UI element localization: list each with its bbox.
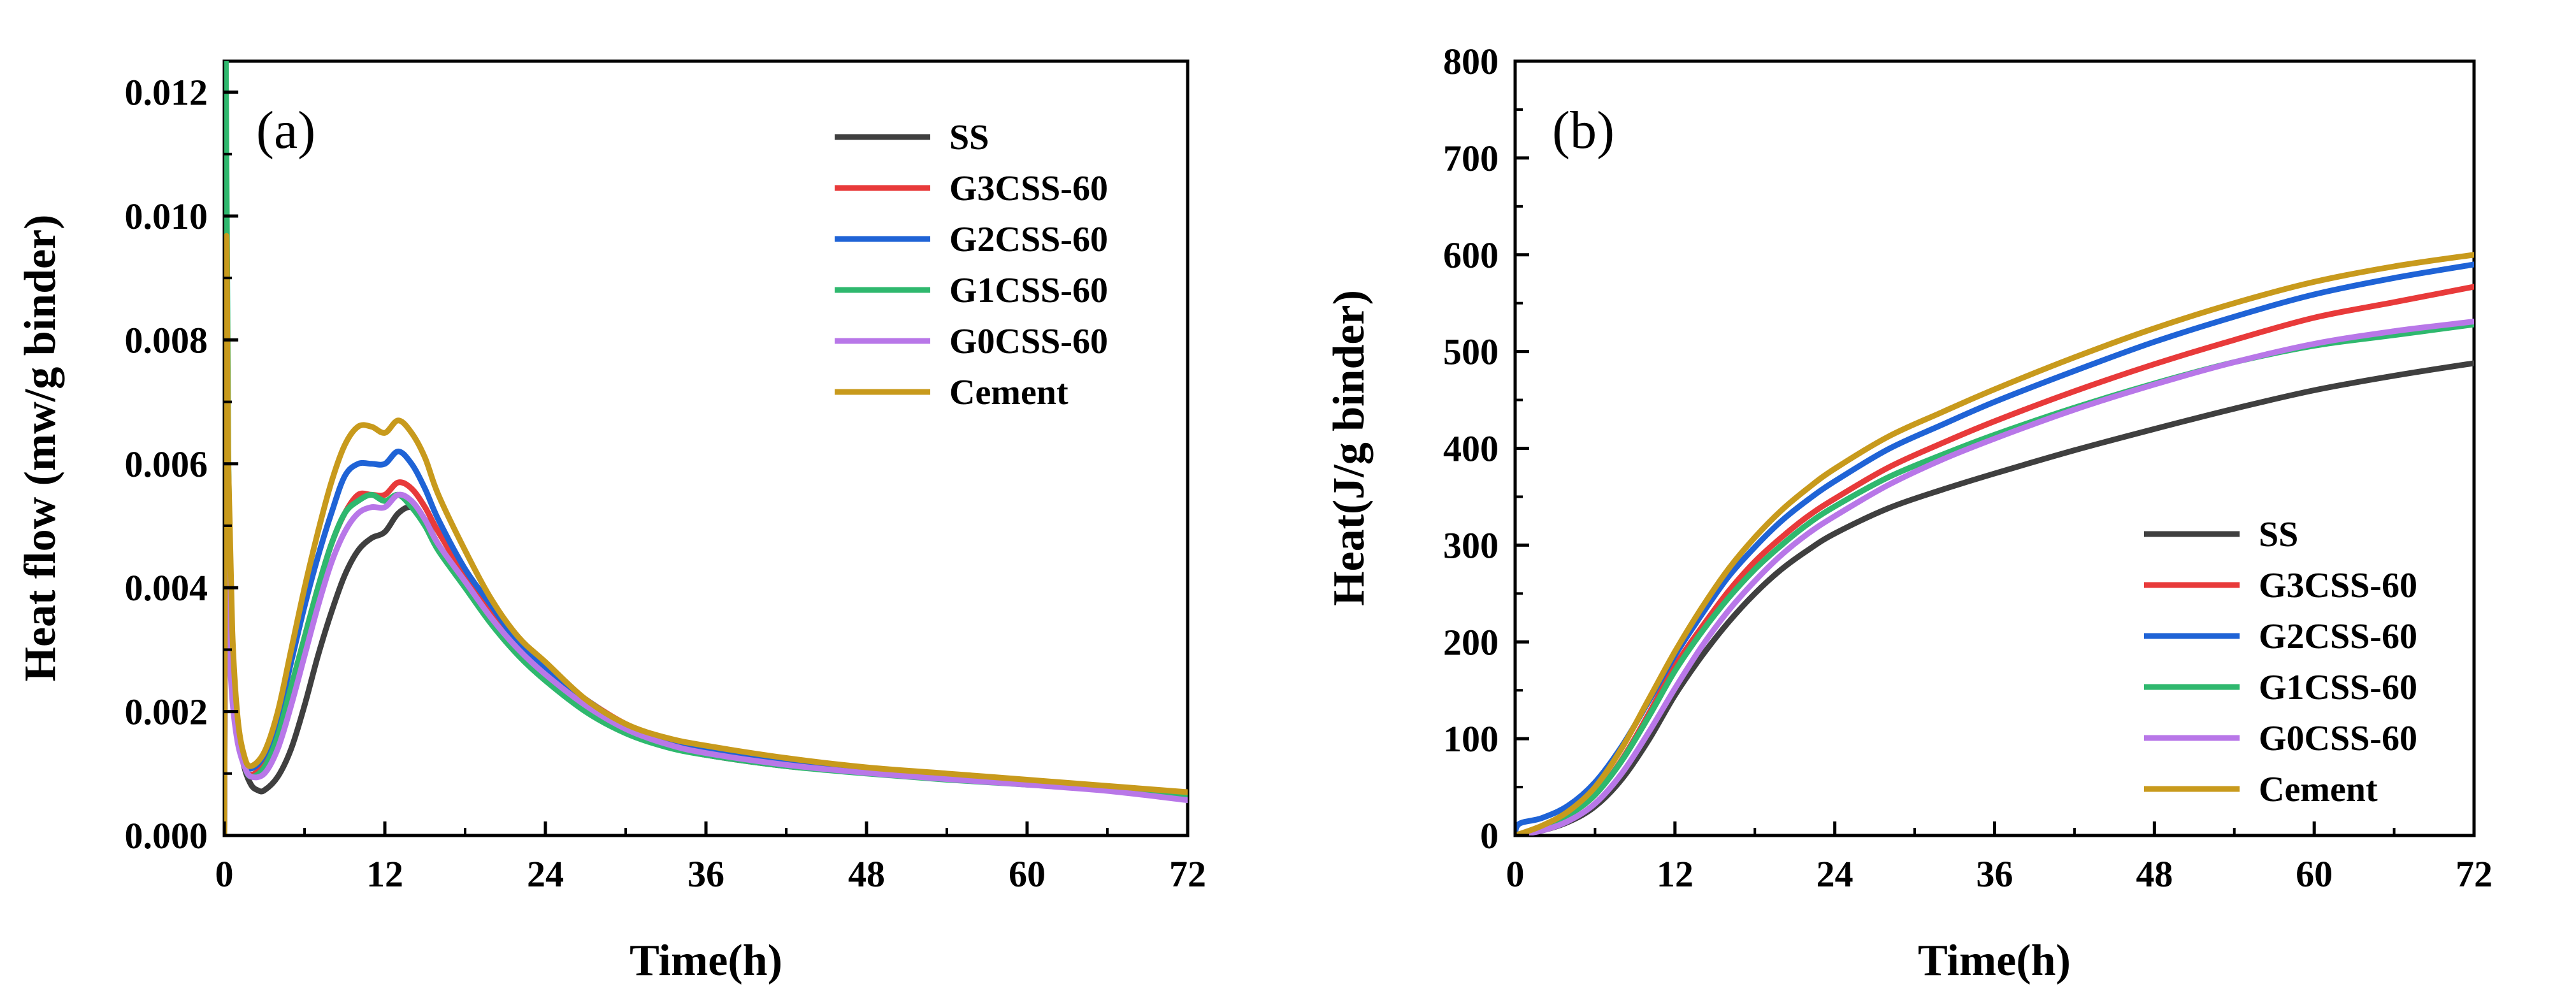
panel-b-legend-label-g0css-60: G0CSS-60 — [2259, 719, 2417, 758]
panel-b-x-tick-label: 12 — [1657, 853, 1694, 895]
panel-b-series-line-cement — [1515, 252, 2474, 835]
panel-a-x-tick-label: 48 — [848, 853, 885, 895]
panel-b-x-tick-label: 72 — [2456, 853, 2493, 895]
panel-b-x-tick-label: 0 — [1506, 853, 1525, 895]
panel-a-x-tick-label: 72 — [1169, 853, 1206, 895]
panel-b-x-tick-label: 48 — [2136, 853, 2173, 895]
panel-b-y-tick-label: 100 — [1443, 718, 1499, 760]
panel-a-series-line-cement — [224, 233, 1188, 835]
panel-a-x-tick-label: 24 — [527, 853, 564, 895]
panel-a-y-tick-label: 0.008 — [125, 319, 208, 361]
panel-a-y-axis-title: Heat flow (mw/g binder) — [16, 215, 65, 682]
panel-a-y-tick-label: 0.010 — [125, 196, 208, 237]
panel-b-legend-label-g1css-60: G1CSS-60 — [2259, 668, 2417, 707]
panel-b-cumulative-heat-chart: 0 12 24 36 48 60 72 0 100 200 300 400 500 600 700 800 (… — [1325, 41, 2493, 985]
panel-a-ticks-group: 0 12 24 36 48 60 72 0.000 0.002 0.004 0.006 0.008 0.… — [125, 72, 1207, 895]
panel-a-x-tick-label: 12 — [366, 853, 403, 895]
panel-b-y-tick-label: 400 — [1443, 428, 1499, 470]
panel-b-series-group — [1515, 252, 2474, 835]
panel-b-legend-label-g2css-60: G2CSS-60 — [2259, 617, 2417, 656]
panel-a-tag: (a) — [256, 101, 315, 160]
panel-a-legend: SS G3CSS-60 G2CSS-60 G1CSS-60 G0CSS-60 Cement — [835, 118, 1108, 412]
panel-a-x-tick-label: 36 — [687, 853, 724, 895]
panel-b-y-tick-label: 700 — [1443, 138, 1499, 179]
panel-b-y-tick-label: 300 — [1443, 524, 1499, 566]
panel-a-y-tick-label: 0.002 — [125, 691, 208, 733]
panel-b-tag: (b) — [1552, 101, 1615, 160]
panel-a-legend-label-g0css-60: G0CSS-60 — [949, 322, 1108, 361]
panel-a-series-group — [224, 61, 1188, 835]
panel-a-x-tick-label: 0 — [215, 853, 234, 895]
panel-b-x-tick-label: 24 — [1817, 853, 1853, 895]
panel-b-ticks-group: 0 12 24 36 48 60 72 0 100 200 300 400 500 600 700 800 — [1443, 41, 2493, 895]
panel-b-legend: SS G3CSS-60 G2CSS-60 G1CSS-60 G0CSS-60 Cement — [2144, 515, 2417, 809]
panel-a-x-axis-title: Time(h) — [630, 936, 782, 985]
panel-b-y-axis-title: Heat(J/g binder) — [1325, 290, 1374, 606]
panel-a-legend-label-cement: Cement — [949, 373, 1069, 412]
panel-b-legend-label-ss: SS — [2259, 515, 2298, 554]
panel-a-legend-label-g2css-60: G2CSS-60 — [949, 220, 1108, 259]
panel-a-legend-label-g3css-60: G3CSS-60 — [949, 169, 1108, 208]
panel-a-y-tick-label: 0.004 — [125, 567, 208, 609]
panel-b-x-tick-label: 36 — [1976, 853, 2013, 895]
panel-a-legend-label-g1css-60: G1CSS-60 — [949, 271, 1108, 310]
panel-b-legend-label-g3css-60: G3CSS-60 — [2259, 566, 2417, 605]
panel-a-x-tick-label: 60 — [1009, 853, 1046, 895]
panel-b-y-tick-label: 0 — [1480, 815, 1499, 857]
panel-a-heat-flow-chart: 0 12 24 36 48 60 72 0.000 0.002 0.004 0.006 0.008 0.… — [16, 59, 1207, 985]
panel-b-y-tick-label: 600 — [1443, 235, 1499, 276]
panel-b-series-line-g0css-60 — [1515, 319, 2474, 835]
panel-a-series-line-g0css-60 — [224, 491, 1188, 835]
panel-b-y-tick-label: 800 — [1443, 41, 1499, 82]
panel-a-y-tick-label: 0.000 — [125, 815, 208, 857]
panel-a-y-tick-label: 0.006 — [125, 444, 208, 485]
panel-b-y-tick-label: 500 — [1443, 331, 1499, 373]
panel-a-y-tick-label: 0.012 — [125, 72, 208, 113]
panel-b-x-axis-title: Time(h) — [1918, 936, 2071, 985]
panel-b-x-tick-label: 60 — [2296, 853, 2333, 895]
panel-a-legend-label-ss: SS — [949, 118, 989, 157]
panel-b-legend-label-cement: Cement — [2259, 770, 2378, 809]
panel-b-y-tick-label: 200 — [1443, 621, 1499, 663]
panel-b-series-line-ss — [1515, 360, 2474, 835]
